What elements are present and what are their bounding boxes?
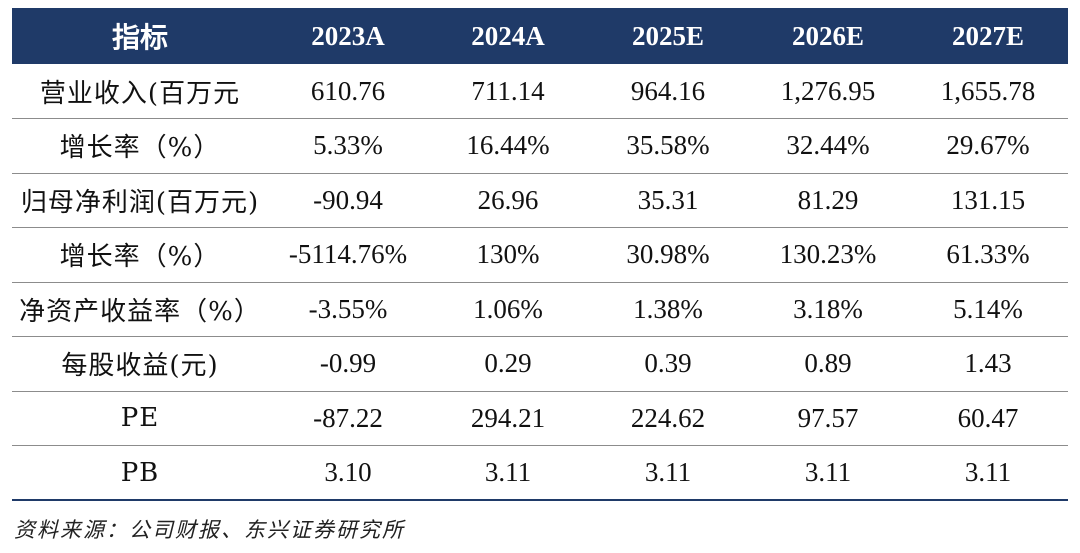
table-cell: 97.57 bbox=[748, 391, 908, 446]
row-label-pb: PB bbox=[12, 445, 268, 501]
table-cell: 5.14% bbox=[908, 282, 1068, 337]
table-cell: 32.44% bbox=[748, 118, 908, 174]
table-cell: 26.96 bbox=[428, 173, 588, 228]
table-cell: 130.23% bbox=[748, 227, 908, 283]
table-cell: 610.76 bbox=[268, 64, 428, 119]
table-cell: 35.58% bbox=[588, 118, 748, 174]
table-cell: 1.06% bbox=[428, 282, 588, 337]
table-cell: 711.14 bbox=[428, 64, 588, 119]
header-2025e: 2025E bbox=[631, 20, 704, 51]
source-note: 资料来源：公司财报、东兴证券研究所 bbox=[14, 518, 405, 542]
table-row: 营业收入(百万元 610.76 711.14 964.16 1,276.95 1… bbox=[12, 64, 1068, 119]
table-cell: 294.21 bbox=[428, 391, 588, 446]
table-cell: 1,276.95 bbox=[748, 64, 908, 119]
header-2023a: 2023A bbox=[311, 20, 385, 51]
row-label-net-profit-growth: 增长率（%） bbox=[12, 227, 268, 283]
table-cell: 1,655.78 bbox=[908, 64, 1068, 119]
table-cell: 29.67% bbox=[908, 118, 1068, 174]
table-cell: 3.11 bbox=[428, 445, 588, 501]
header-2026e: 2026E bbox=[791, 20, 864, 51]
table-cell: 3.11 bbox=[748, 445, 908, 501]
table-row: 归母净利润(百万元) -90.94 26.96 35.31 81.29 131.… bbox=[12, 173, 1068, 228]
row-label-roe: 净资产收益率（%） bbox=[12, 282, 268, 337]
table-row: 每股收益(元) -0.99 0.29 0.39 0.89 1.43 bbox=[12, 336, 1068, 392]
table-cell: 0.89 bbox=[748, 336, 908, 392]
table-cell: 5.33% bbox=[268, 118, 428, 174]
table-row: 净资产收益率（%） -3.55% 1.06% 1.38% 3.18% 5.14% bbox=[12, 282, 1068, 337]
row-label-pe: PE bbox=[12, 391, 268, 446]
table-cell: -90.94 bbox=[268, 173, 428, 228]
header-2027e: 2027E bbox=[951, 20, 1024, 51]
table-cell: 60.47 bbox=[908, 391, 1068, 446]
header-indicator: 指标 bbox=[111, 21, 168, 54]
table-cell: 0.39 bbox=[588, 336, 748, 392]
table-cell: -0.99 bbox=[268, 336, 428, 392]
table-row: 增长率（%） 5.33% 16.44% 35.58% 32.44% 29.67% bbox=[12, 118, 1068, 174]
table-cell: 0.29 bbox=[428, 336, 588, 392]
table-row: 增长率（%） -5114.76% 130% 30.98% 130.23% 61.… bbox=[12, 227, 1068, 283]
table-cell: 224.62 bbox=[588, 391, 748, 446]
table-cell: 81.29 bbox=[748, 173, 908, 228]
table-cell: 1.38% bbox=[588, 282, 748, 337]
table-cell: 131.15 bbox=[908, 173, 1068, 228]
table-cell: 3.11 bbox=[908, 445, 1068, 501]
row-label-revenue-growth: 增长率（%） bbox=[12, 118, 268, 174]
row-label-net-profit: 归母净利润(百万元) bbox=[12, 173, 268, 228]
row-label-revenue: 营业收入(百万元 bbox=[12, 64, 268, 119]
financial-forecast-table: 指标 2023A 2024A 2025E 2026E 2027E 营业收入(百万… bbox=[12, 8, 1068, 501]
table-cell: 3.10 bbox=[268, 445, 428, 501]
table-cell: 3.11 bbox=[588, 445, 748, 501]
table-cell: 16.44% bbox=[428, 118, 588, 174]
table-row: PB 3.10 3.11 3.11 3.11 3.11 bbox=[12, 445, 1068, 501]
table-header-row: 指标 2023A 2024A 2025E 2026E 2027E bbox=[12, 8, 1068, 64]
table-cell: -3.55% bbox=[268, 282, 428, 337]
table-cell: 1.43 bbox=[908, 336, 1068, 392]
table-cell: -5114.76% bbox=[268, 227, 428, 283]
header-2024a: 2024A bbox=[471, 20, 545, 51]
row-label-eps: 每股收益(元) bbox=[12, 336, 268, 392]
table-cell: 130% bbox=[428, 227, 588, 283]
table-cell: 35.31 bbox=[588, 173, 748, 228]
table-row: PE -87.22 294.21 224.62 97.57 60.47 bbox=[12, 391, 1068, 446]
table-cell: 30.98% bbox=[588, 227, 748, 283]
table-cell: 61.33% bbox=[908, 227, 1068, 283]
table-cell: 964.16 bbox=[588, 64, 748, 119]
table-cell: 3.18% bbox=[748, 282, 908, 337]
table-cell: -87.22 bbox=[268, 391, 428, 446]
